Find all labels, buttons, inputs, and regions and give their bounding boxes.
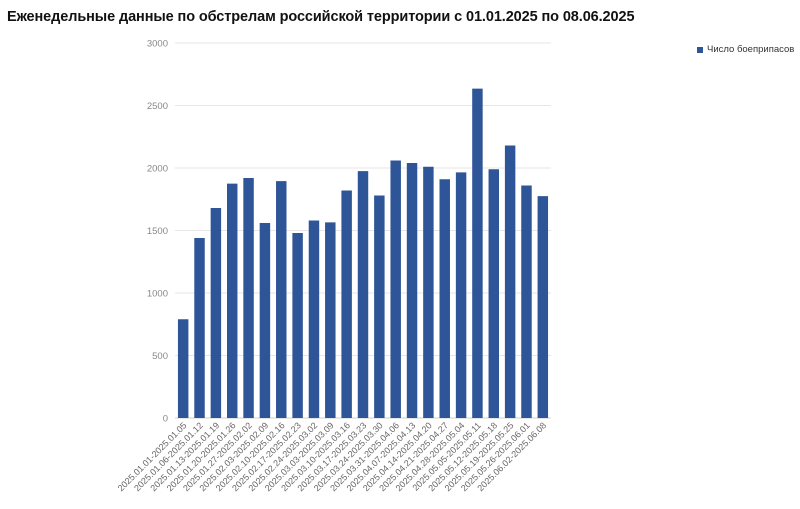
bar	[341, 190, 352, 418]
bar	[276, 181, 287, 418]
bar	[439, 179, 450, 418]
bar	[357, 171, 369, 419]
y-tick-label: 1000	[147, 289, 168, 300]
chart-legend: Число боеприпасов	[697, 44, 794, 55]
bar	[243, 178, 254, 418]
bars	[177, 88, 549, 419]
bar	[537, 196, 549, 419]
bar	[472, 88, 483, 419]
bar	[390, 160, 401, 418]
bar	[488, 169, 500, 418]
bar	[374, 195, 385, 418]
bar	[177, 319, 189, 418]
bar	[308, 220, 320, 418]
y-tick-label: 3000	[147, 39, 168, 50]
bar	[325, 222, 336, 418]
y-tick-label: 0	[163, 414, 168, 425]
x-axis-ticks: 2025.01.01-2025.01.052025.01.06-2025.01.…	[116, 420, 549, 493]
bar	[210, 208, 222, 418]
y-tick-label: 2500	[147, 101, 168, 112]
chart-title: Еженедельные данные по обстрелам российс…	[7, 9, 635, 25]
bar	[259, 223, 271, 418]
legend-swatch	[697, 46, 703, 53]
y-tick-label: 2000	[147, 164, 168, 175]
bar	[406, 163, 418, 418]
y-axis-ticks: 0 500 1000 1500 2000 2500 3000	[147, 39, 168, 425]
y-tick-label: 1500	[147, 226, 168, 237]
bar	[292, 233, 303, 418]
bar	[455, 172, 467, 419]
bar	[504, 145, 516, 418]
bar	[226, 183, 238, 419]
gridlines	[175, 42, 551, 419]
bar	[521, 185, 532, 418]
bar	[423, 166, 434, 418]
bar	[194, 238, 205, 418]
y-tick-label: 500	[152, 351, 168, 362]
legend-label: Число боеприпасов	[707, 44, 795, 55]
